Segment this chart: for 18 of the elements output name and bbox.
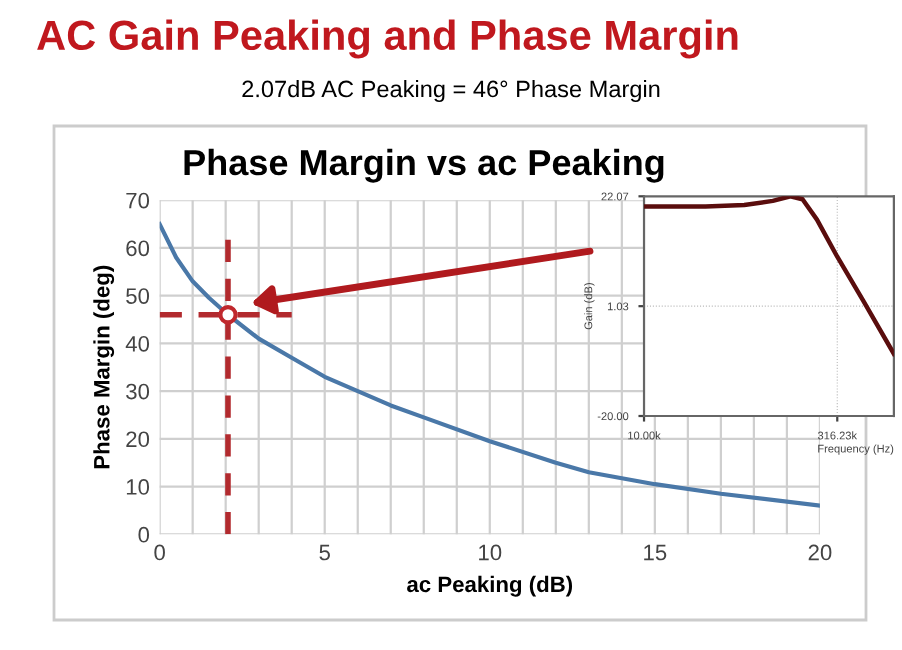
chart-title: Phase Margin vs ac Peaking — [184, 148, 664, 183]
y-tick-label: 30 — [126, 383, 150, 400]
x-tick-label: 15 — [644, 544, 667, 561]
x-axis-title: ac Peaking (dB) — [407, 575, 573, 597]
y-axis-title: Phase Margin (deg) — [93, 265, 115, 469]
text: AC Gain Peaking and Phase Margin — [37, 19, 738, 59]
x-tick-label: 20 — [808, 544, 832, 561]
y-tick-label: 40 — [125, 335, 150, 352]
line-series — [159, 221, 820, 508]
text: 2.07dB AC Peaking = 46° Phase Margin — [242, 80, 660, 102]
x-tick-label: 5 — [319, 544, 330, 561]
x-tick-label: 0 — [154, 544, 165, 561]
y-tick-label: 50 — [126, 288, 150, 304]
y-tick-label: 60 — [126, 240, 150, 257]
y-tick-label: 10 — [126, 479, 150, 495]
x-tick-label: 10 — [479, 544, 502, 561]
y-tick-label: 70 — [126, 192, 150, 209]
y-tick-label: 0 — [138, 526, 150, 543]
